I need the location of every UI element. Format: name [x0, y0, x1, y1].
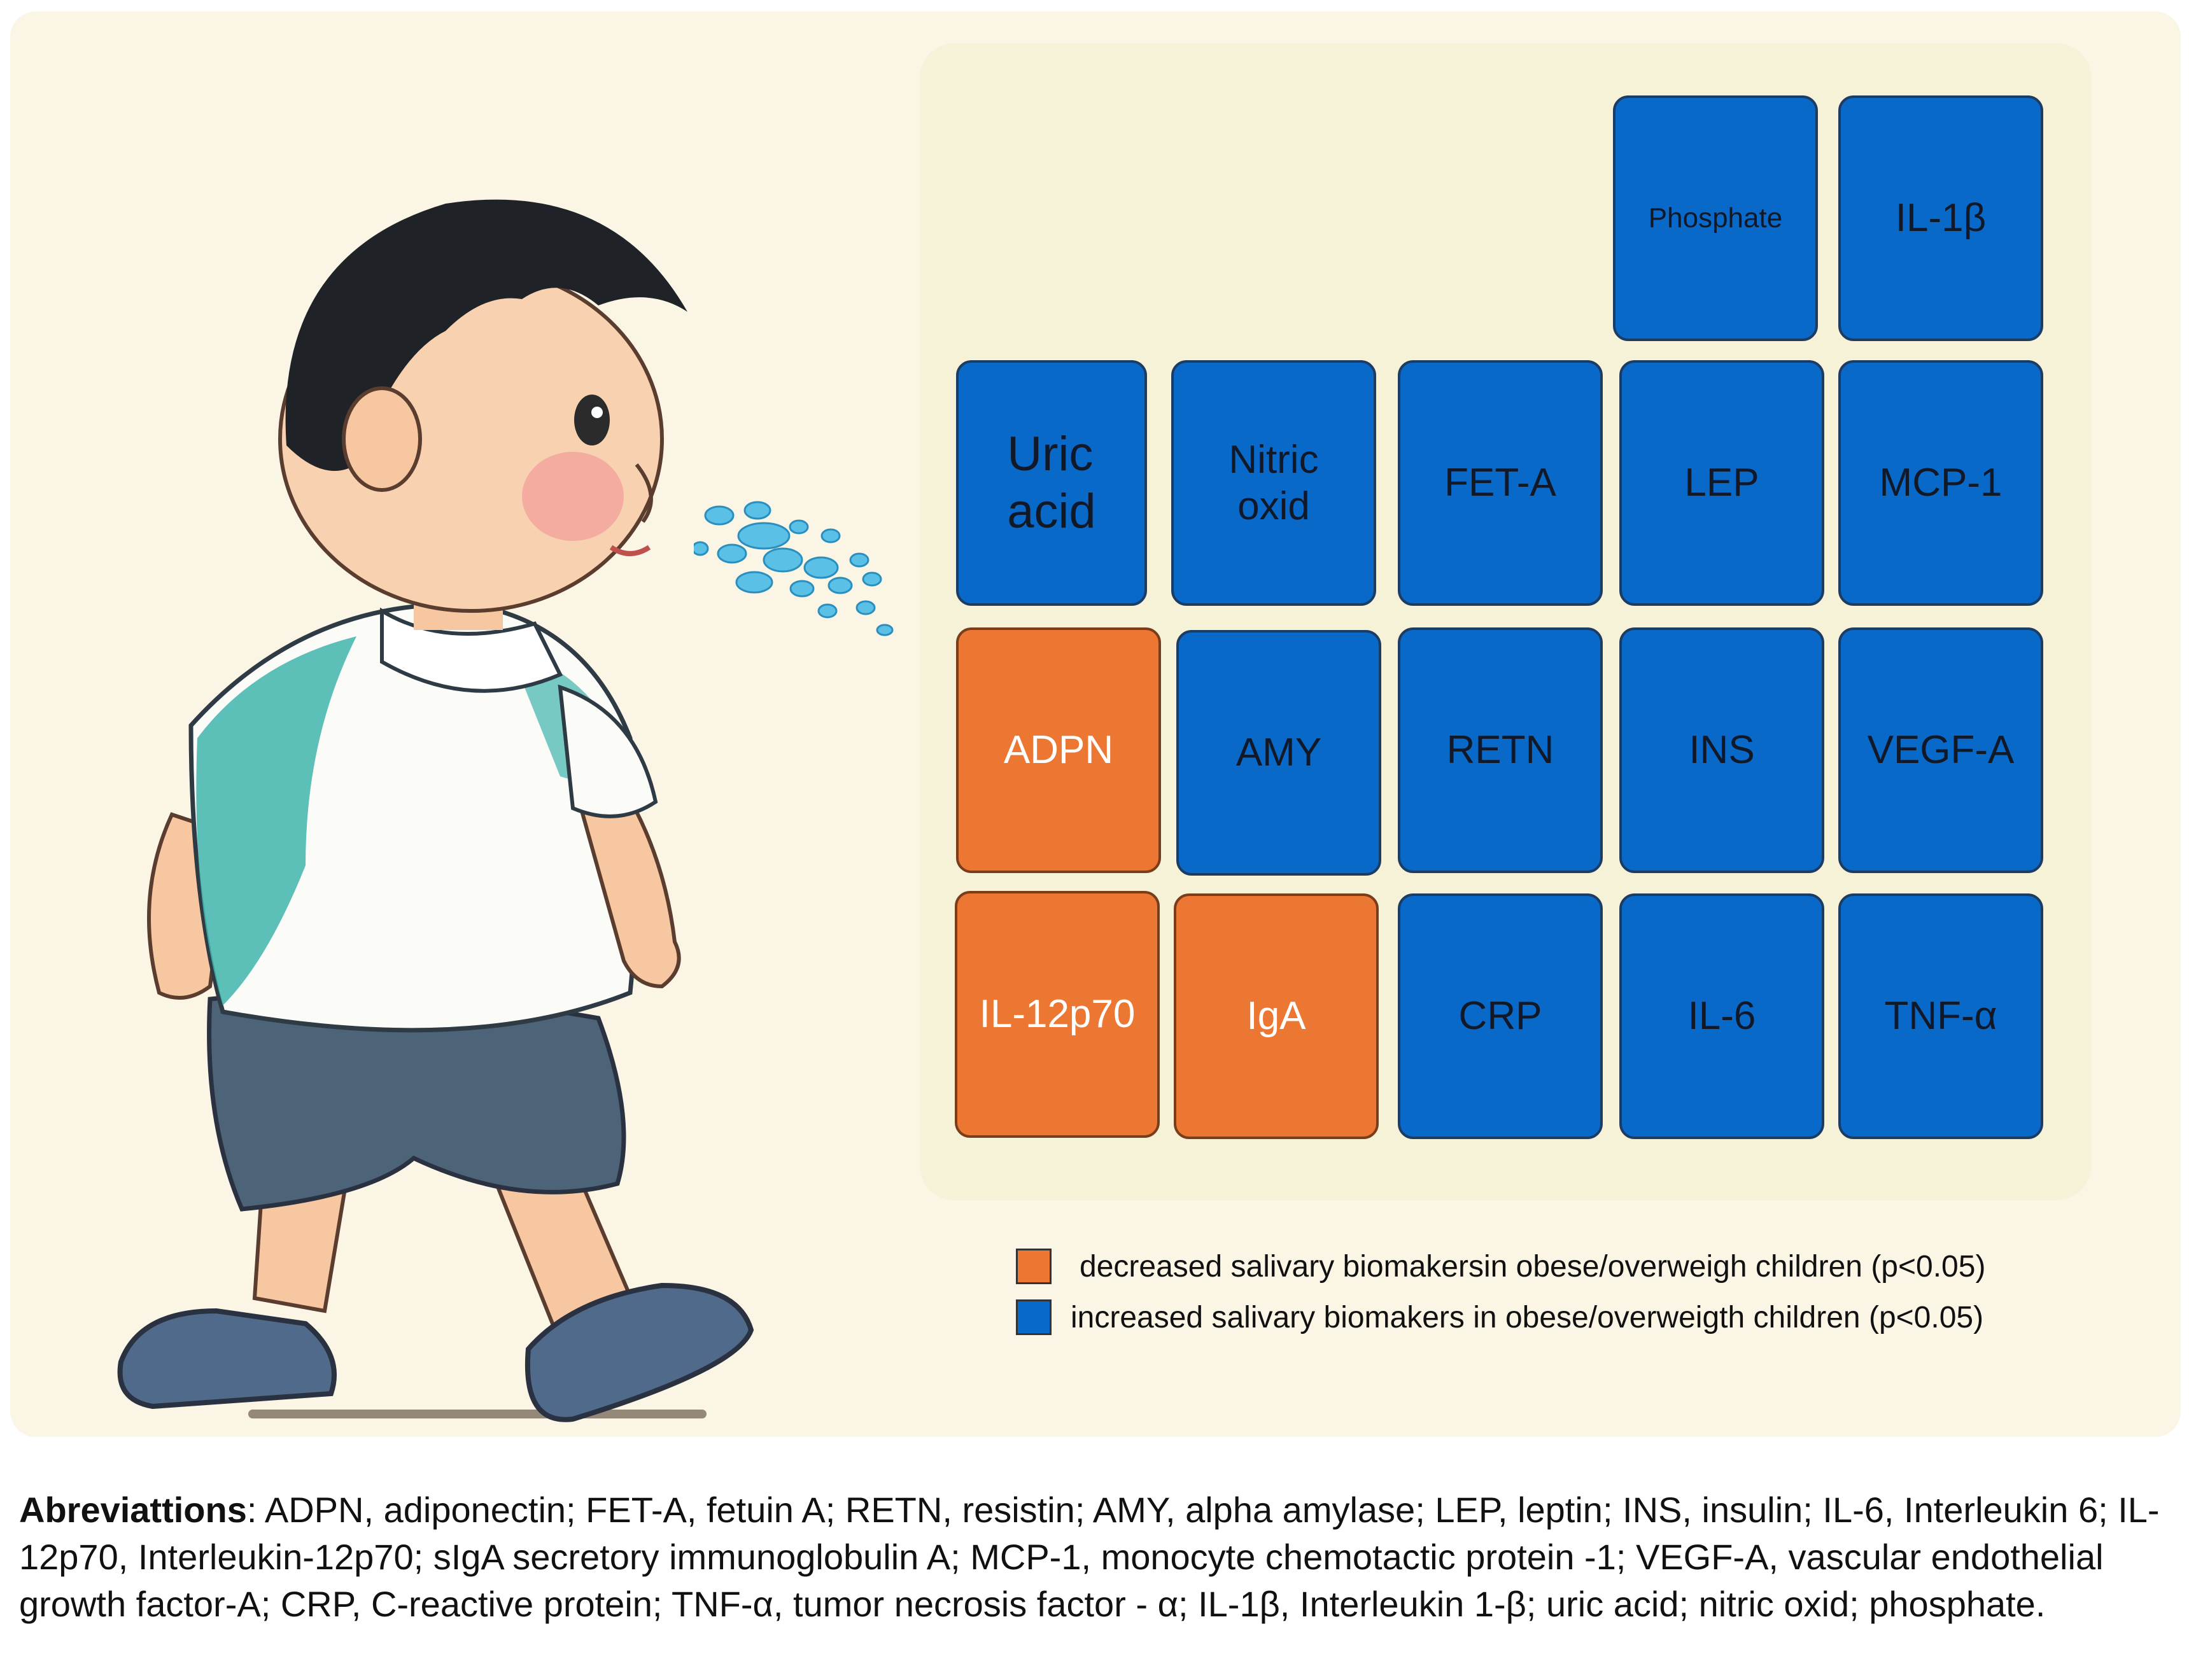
- legend-decreased-label: decreased salivary biomakersin obese/ove…: [1080, 1249, 1986, 1284]
- tile-label: ADPN: [1003, 728, 1114, 773]
- decreased-swatch: [1016, 1249, 1052, 1284]
- abbreviations-body: : ADPN, adiponectin; FET-A, fetuin A; RE…: [19, 1490, 2160, 1624]
- legend-increased-label: increased salivary biomakers in obese/ov…: [1071, 1300, 1984, 1334]
- child-illustration: [115, 165, 878, 1445]
- tile-label: Phosphate: [1648, 202, 1783, 234]
- tile-label: Nitric oxid: [1228, 437, 1319, 528]
- tile-label: VEGF-A: [1867, 728, 2015, 773]
- tile-vegf-a: VEGF-A: [1838, 627, 2043, 873]
- tile-tnf-a: TNF-α: [1838, 893, 2043, 1139]
- legend-increased: increased salivary biomakers in obese/ov…: [1016, 1292, 1985, 1343]
- tile-crp: CRP: [1398, 893, 1603, 1139]
- tile-iga: IgA: [1174, 893, 1379, 1139]
- tile-amy: AMY: [1176, 630, 1381, 876]
- tile-label: LEP: [1684, 461, 1759, 505]
- walking-child-icon: [117, 199, 754, 1422]
- tile-label: IL-6: [1687, 994, 1756, 1039]
- legend-decreased: decreased salivary biomakersin obese/ove…: [1016, 1241, 1985, 1292]
- tile-label: FET-A: [1444, 461, 1556, 505]
- legend: decreased salivary biomakersin obese/ove…: [1016, 1241, 1985, 1343]
- tile-label: Uric acid: [1007, 427, 1096, 538]
- tile-uric-acid: Uric acid: [956, 360, 1147, 606]
- tile-label: MCP-1: [1879, 461, 2002, 505]
- tile-il-6: IL-6: [1619, 893, 1824, 1139]
- tile-label: AMY: [1235, 731, 1322, 775]
- tile-il1b: IL-1β: [1838, 95, 2043, 341]
- tile-mcp-1: MCP-1: [1838, 360, 2043, 606]
- tile-nitric-oxid: Nitric oxid: [1171, 360, 1376, 606]
- tile-label: IL-12p70: [979, 992, 1136, 1037]
- tile-fet-a: FET-A: [1398, 360, 1603, 606]
- tile-retn: RETN: [1398, 627, 1603, 873]
- droplets-icon: [691, 501, 894, 636]
- abbreviations-heading: Abreviattions: [19, 1490, 247, 1530]
- tile-label: CRP: [1458, 994, 1542, 1039]
- tile-adpn: ADPN: [956, 627, 1161, 873]
- saliva-droplets: [691, 496, 897, 636]
- tile-phosphate: Phosphate: [1613, 95, 1818, 341]
- tile-label: INS: [1689, 728, 1755, 773]
- tile-il-12p70: IL-12p70: [955, 891, 1160, 1138]
- tile-label: TNF-α: [1884, 994, 1997, 1039]
- tile-label: RETN: [1446, 728, 1554, 773]
- tile-lep: LEP: [1619, 360, 1824, 606]
- increased-swatch: [1016, 1299, 1052, 1335]
- tile-label: IgA: [1246, 994, 1306, 1039]
- tile-ins: INS: [1619, 627, 1824, 873]
- abbreviations-text: Abreviattions: ADPN, adiponectin; FET-A,…: [19, 1487, 2177, 1628]
- tile-label: IL-1β: [1895, 196, 1987, 241]
